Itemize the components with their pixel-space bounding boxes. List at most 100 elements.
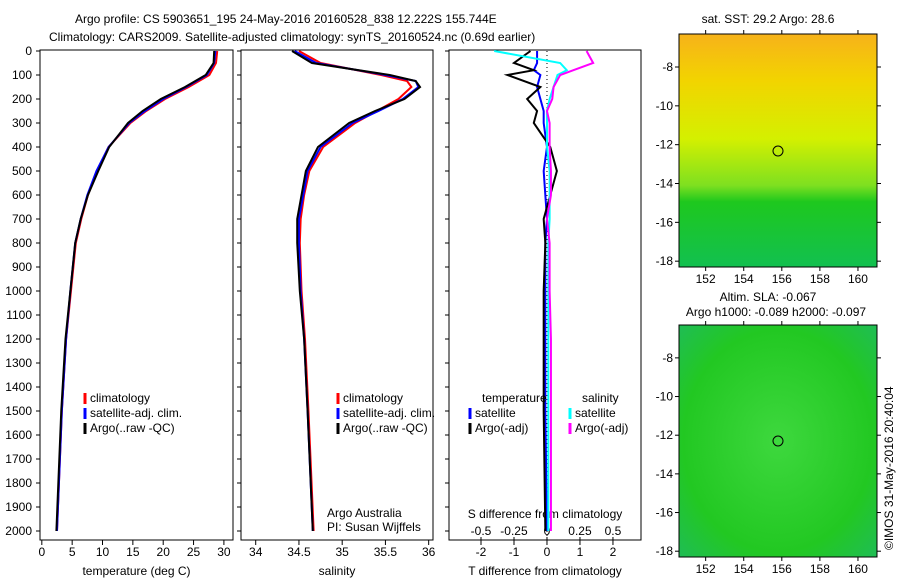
lat-tick-label: -18 [656, 544, 674, 558]
lat-tick-label: -12 [656, 138, 674, 152]
lat-tick-label: -8 [662, 60, 673, 74]
lat-tick-label: -14 [656, 467, 674, 481]
credit: ©IMOS 31-May-2016 20:40:04 [882, 386, 896, 550]
lat-tick-label: -12 [656, 428, 674, 442]
lon-tick-label: 154 [734, 272, 754, 286]
x-axis-label: temperature (deg C) [82, 564, 190, 578]
annotation: Argo Australia [327, 506, 402, 520]
y-tick-label: 700 [12, 212, 32, 226]
y-tick-label: 1400 [5, 380, 32, 394]
title-line2: Climatology: CARS2009. Satellite-adjuste… [49, 30, 535, 44]
legend-label: temperature [482, 391, 547, 405]
series-line-salinity-argo-adj- [545, 50, 595, 531]
y-tick-label: 1800 [5, 476, 32, 490]
lat-tick-label: -16 [656, 506, 674, 520]
legend-label: Argo(-adj) [575, 421, 628, 435]
y-tick-label: 300 [12, 116, 32, 130]
y-tick-label: 800 [12, 236, 32, 250]
x-tick-label: 5 [69, 545, 76, 559]
series-line-salinity-satellite [494, 50, 569, 531]
series-line-argo-raw-qc- [55, 50, 216, 532]
lon-tick-label: 156 [772, 562, 792, 576]
panel-frame-2 [448, 49, 642, 541]
legend-label: climatology [90, 391, 150, 405]
series-line-satellite-adj-clim- [55, 50, 217, 532]
y-tick-label: 1600 [5, 428, 32, 442]
s-tick-label: -0.25 [500, 524, 528, 538]
lon-tick-label: 160 [848, 562, 868, 576]
legend-label: climatology [343, 391, 403, 405]
series-line-argo-raw-qc- [291, 50, 422, 532]
lat-tick-label: -18 [656, 254, 674, 268]
y-tick-label: 2000 [5, 524, 32, 538]
y-tick-label: 1700 [5, 452, 32, 466]
argo-location-marker-2 [772, 435, 784, 447]
lat-tick-label: -14 [656, 177, 674, 191]
series-line-climatology [298, 50, 413, 532]
legend-label: satellite [575, 406, 616, 420]
y-tick-label: 100 [12, 68, 32, 82]
y-tick-label: 0 [25, 44, 32, 58]
lat-tick-label: -10 [656, 390, 674, 404]
sst-map-title: sat. SST: 29.2 Argo: 28.6 [702, 12, 835, 26]
legend-label: Argo(..raw -QC) [90, 421, 175, 435]
lon-tick-label: 158 [810, 562, 830, 576]
sla-map-title2: Argo h1000: -0.089 h2000: -0.097 [686, 305, 866, 319]
x-tick-label: 15 [126, 545, 140, 559]
x-tick-label: 0 [38, 545, 45, 559]
x-tick-label: 20 [157, 545, 171, 559]
lat-tick-label: -10 [656, 99, 674, 113]
sla-map [678, 324, 878, 558]
y-tick-label: 1000 [5, 284, 32, 298]
y-tick-label: 200 [12, 92, 32, 106]
x-tick-label: 35.5 [374, 545, 398, 559]
x-axis-label: T difference from climatology [468, 564, 622, 578]
panel-frame-1 [240, 49, 434, 541]
legend-label: satellite-adj. clim. [343, 406, 435, 420]
x-tick-label: 36 [422, 545, 436, 559]
x-tick-label: 1 [577, 545, 584, 559]
panel-frame-0 [39, 49, 234, 541]
argo-location-marker [772, 145, 784, 157]
x-tick-label: 2 [610, 545, 617, 559]
x-tick-label: 34 [249, 545, 263, 559]
x-tick-label: -2 [476, 545, 487, 559]
sst-map [678, 33, 878, 268]
lon-tick-label: 156 [772, 272, 792, 286]
x-tick-label: 30 [217, 545, 231, 559]
lat-tick-label: -8 [662, 351, 673, 365]
y-tick-label: 1300 [5, 356, 32, 370]
x-tick-label: 35 [336, 545, 350, 559]
x-tick-label: 10 [96, 545, 110, 559]
lon-tick-label: 152 [696, 272, 716, 286]
series-line-climatology [55, 50, 219, 532]
x-tick-label: -1 [509, 545, 520, 559]
y-tick-label: 1200 [5, 332, 32, 346]
s-tick-label: 0.25 [568, 524, 592, 538]
lon-tick-label: 158 [810, 272, 830, 286]
legend-label: satellite-adj. clim. [90, 406, 182, 420]
legend-label: salinity [582, 391, 619, 405]
y-tick-label: 1900 [5, 500, 32, 514]
y-tick-label: 400 [12, 140, 32, 154]
lon-tick-label: 152 [696, 562, 716, 576]
y-tick-label: 1500 [5, 404, 32, 418]
legend-label: satellite [475, 406, 516, 420]
y-tick-label: 1100 [6, 308, 32, 322]
x-tick-label: 25 [187, 545, 201, 559]
s-tick-label: 0 [544, 524, 551, 538]
s-tick-label: 0.5 [605, 524, 622, 538]
legend-label: Argo(-adj) [475, 421, 528, 435]
title-line1: Argo profile: CS 5903651_195 24-May-2016… [75, 12, 497, 26]
x-tick-label: 34.5 [287, 545, 311, 559]
x-axis-label: salinity [319, 564, 356, 578]
annotation: PI: Susan Wijffels [327, 520, 421, 534]
lon-tick-label: 160 [848, 272, 868, 286]
y-tick-label: 600 [12, 188, 32, 202]
y-tick-label: 900 [12, 260, 32, 274]
sla-map-title1: Altim. SLA: -0.067 [720, 290, 817, 304]
lon-tick-label: 154 [734, 562, 754, 576]
y-tick-label: 500 [12, 164, 32, 178]
